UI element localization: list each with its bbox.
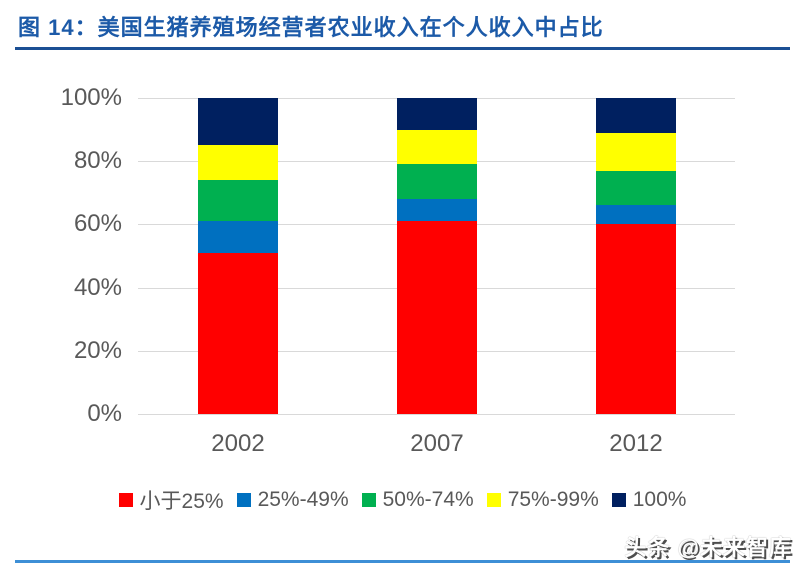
legend-item-50%-74%: 50%-74% xyxy=(361,488,474,512)
legend-swatch-icon xyxy=(361,493,376,507)
x-tick-label-2012: 2012 xyxy=(609,430,663,457)
legend-label: 50%-74% xyxy=(382,488,474,511)
x-tick-label-2002: 2002 xyxy=(211,430,265,457)
legend-label: 100% xyxy=(632,488,687,511)
bar-2002 xyxy=(198,98,278,414)
bar-2007 xyxy=(397,98,477,414)
bar-segment-2002-75%-99% xyxy=(198,145,278,181)
x-tick-label-2007: 2007 xyxy=(410,430,464,457)
bar-segment-2012-100% xyxy=(596,98,676,133)
legend-label: 小于25% xyxy=(139,490,224,513)
y-tick-label-80%: 80% xyxy=(73,147,122,175)
bar-segment-2007-100% xyxy=(397,98,477,130)
y-tick-label-0%: 0% xyxy=(87,400,122,427)
bar-segment-2012-25%-49% xyxy=(596,205,676,225)
title-underline xyxy=(15,47,790,50)
watermark: 头条 @未来智库 xyxy=(624,535,792,560)
legend-swatch-icon xyxy=(611,493,626,507)
y-tick-label-100%: 100% xyxy=(60,84,122,111)
legend-item-小于25%: 小于25% xyxy=(118,485,224,515)
bottom-divider xyxy=(15,560,790,563)
bar-segment-2002-25%-49% xyxy=(198,221,278,253)
bar-segment-2002-100% xyxy=(198,98,278,146)
legend-item-100%: 100% xyxy=(611,488,687,512)
bar-segment-2012-小于25% xyxy=(596,224,676,414)
legend-label: 75%-99% xyxy=(507,488,599,511)
bar-segment-2012-75%-99% xyxy=(596,132,676,171)
legend-label: 25%-49% xyxy=(257,488,349,511)
bar-segment-2012-50%-74% xyxy=(596,170,676,206)
bar-segment-2007-25%-49% xyxy=(397,199,477,222)
legend-item-75%-99%: 75%-99% xyxy=(486,488,599,512)
legend-swatch-icon xyxy=(486,493,501,507)
gridline-0% xyxy=(138,414,735,415)
legend-swatch-icon xyxy=(236,493,251,507)
y-tick-label-60%: 60% xyxy=(73,210,122,238)
bar-segment-2002-小于25% xyxy=(198,252,278,414)
bar-2012 xyxy=(596,98,676,414)
legend-swatch-icon xyxy=(118,493,133,507)
chart-legend: 小于25% 25%-49% 50%-74% 75%-99% 100% xyxy=(0,485,805,515)
stacked-bar-chart-plot-area xyxy=(138,98,735,415)
bar-segment-2002-50%-74% xyxy=(198,180,278,222)
bar-segment-2007-75%-99% xyxy=(397,129,477,165)
y-tick-label-20%: 20% xyxy=(73,336,122,364)
bar-segment-2007-50%-74% xyxy=(397,164,477,200)
y-tick-label-40%: 40% xyxy=(73,273,122,301)
bar-segment-2007-小于25% xyxy=(397,221,477,414)
legend-item-25%-49%: 25%-49% xyxy=(236,488,349,512)
figure-title: 图 14：美国生猪养殖场经营者农业收入在个人收入中占比 xyxy=(18,15,604,40)
